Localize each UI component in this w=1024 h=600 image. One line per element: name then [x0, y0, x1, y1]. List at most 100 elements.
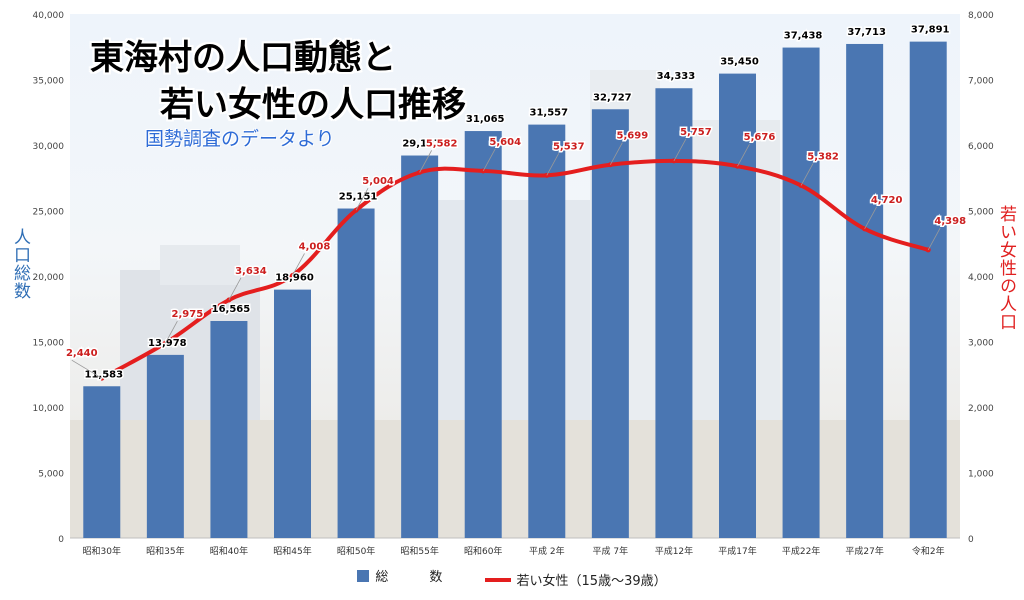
bar-value-label: 31,065: [466, 114, 505, 125]
bar: [719, 73, 756, 538]
line-label-leader: [673, 138, 687, 162]
bar: [591, 109, 629, 538]
x-tick-label: 昭和60年: [464, 545, 502, 557]
line-value-label: 2,440: [66, 348, 98, 359]
bar-value-label: 16,565: [212, 304, 251, 315]
bar-value-label: 37,438: [784, 31, 823, 42]
legend-item-bars: 総 数: [357, 566, 456, 585]
y-left-tick-label: 5,000: [38, 470, 64, 480]
line-label-leader: [292, 253, 305, 276]
x-tick-label: 平成17年: [718, 545, 756, 557]
bar-value-label: 31,557: [529, 108, 568, 119]
line-label-leader: [546, 153, 560, 176]
y-left-tick-label: 20,000: [33, 273, 65, 283]
y-left-tick-label: 35,000: [33, 77, 65, 87]
x-tick-label: 平成12年: [655, 545, 693, 557]
line-value-label: 5,382: [807, 151, 839, 162]
y-right-tick-label: 1,000: [968, 470, 994, 480]
y-right-tick-label: 7,000: [968, 77, 994, 87]
line-value-label: 3,634: [235, 266, 267, 277]
line-value-label: 5,676: [744, 132, 776, 143]
line-label-leader: [737, 144, 750, 167]
bar: [909, 41, 947, 538]
bar-value-label: 18,960: [275, 273, 314, 284]
bar: [274, 289, 311, 538]
bar: [146, 354, 184, 538]
labels-layer: 11,583 13,978 16,565 18,960 25,151 29,197 31,0…: [64, 23, 967, 382]
line-label-leader: [927, 227, 941, 251]
line-value-label: 2,975: [172, 309, 204, 320]
line-value-label: 5,582: [426, 138, 458, 149]
line-value-label: 5,757: [680, 127, 712, 138]
x-tick-label: 平成22年: [782, 545, 820, 557]
line-value-label: 5,537: [553, 141, 585, 152]
y-left-tick-label: 30,000: [33, 142, 65, 152]
bar: [528, 124, 566, 538]
y-left-tick-label: 25,000: [33, 208, 65, 218]
y-right-tick-label: 8,000: [968, 11, 994, 21]
bar: [655, 88, 693, 538]
legend-label-bars: 総 数: [375, 570, 457, 585]
bar-value-label: 37,891: [911, 25, 950, 36]
line-value-label: 4,398: [934, 216, 966, 227]
bar: [83, 386, 121, 538]
bar: [464, 131, 502, 538]
legend-item-line: 若い女性（15歳～39歳）: [484, 570, 667, 589]
bar-value-label: 34,333: [657, 71, 696, 82]
line-label-leader: [419, 150, 432, 173]
bar-value-label: 29,197: [402, 139, 441, 150]
line-label-leader: [482, 148, 496, 172]
line-label-leader: [165, 320, 178, 344]
y-left-tick-label: 15,000: [33, 339, 65, 349]
bar: [782, 47, 820, 539]
line-value-label: 5,004: [362, 176, 394, 187]
bar-value-label: 37,713: [847, 27, 886, 38]
x-tick-label: 平成27年: [845, 545, 883, 557]
x-tick-label: 昭和50年: [337, 545, 375, 557]
legend-label-line: 若い女性（15歳～39歳）: [516, 574, 667, 589]
chart-subtitle: 国勢調査のデータより: [145, 128, 335, 150]
y-right-tick-label: 6,000: [968, 142, 994, 152]
line-label-leader: [800, 163, 814, 186]
x-tick-label: 平成 7年: [593, 545, 629, 557]
chart-title-line2: 若い女性の人口推移: [160, 85, 466, 125]
x-tick-label: 昭和55年: [400, 545, 438, 557]
y-right-tick-label: 4,000: [968, 273, 994, 283]
legend: 総 数 若い女性（15歳～39歳）: [0, 566, 1024, 589]
bar: [846, 43, 884, 538]
y-right-tick-label: 0: [968, 535, 974, 545]
x-tick-label: 昭和45年: [273, 545, 311, 557]
line-series-young-women: [99, 158, 931, 381]
line-value-label: 5,699: [617, 131, 649, 142]
bar-value-label: 32,727: [593, 92, 632, 103]
y-axis-right-title: 若い女性の人口: [996, 205, 1016, 331]
line-label-leader: [610, 142, 623, 165]
bar: [210, 320, 248, 538]
bars-layer: [83, 41, 947, 539]
bar-value-label: 13,978: [148, 338, 187, 349]
y-right-tick-label: 2,000: [968, 404, 994, 414]
x-tick-label: 昭和30年: [83, 545, 121, 557]
legend-swatch-bars: [357, 569, 370, 582]
y-left-tick-label: 40,000: [33, 11, 65, 21]
y-right-tick-label: 5,000: [968, 208, 994, 218]
x-tick-label: 平成 2年: [529, 545, 565, 557]
y-left-tick-label: 0: [58, 535, 64, 545]
bar-value-label: 25,151: [339, 192, 378, 203]
chart-title-line1: 東海村の人口動態と: [90, 38, 396, 78]
line-label-leader: [228, 277, 242, 301]
y-left-tick-label: 10,000: [33, 404, 65, 414]
line-label-leader: [71, 359, 102, 379]
x-tick-label: 昭和40年: [210, 545, 248, 557]
legend-swatch-line: [484, 577, 511, 582]
line-value-label: 5,604: [489, 137, 521, 148]
bar: [337, 208, 375, 538]
line-value-label: 4,720: [871, 195, 903, 206]
x-tick-label: 昭和35年: [146, 545, 184, 557]
bar: [401, 155, 439, 539]
line-value-label: 4,008: [299, 241, 331, 252]
y-axis-left-title: 人口総数: [10, 228, 30, 300]
bar-value-label: 11,583: [84, 369, 123, 380]
